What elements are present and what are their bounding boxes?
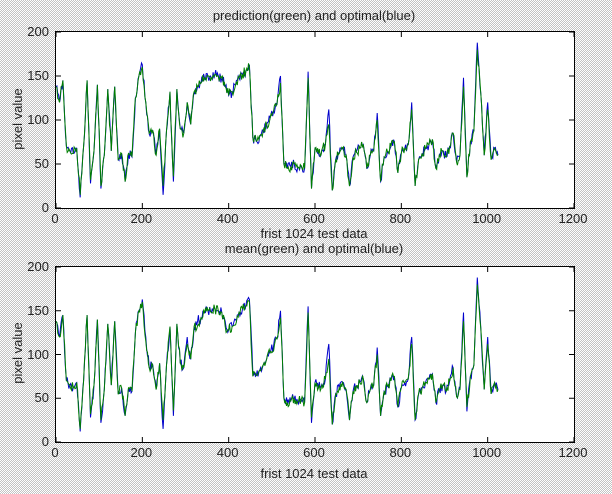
y-tick-label: 150 [27,68,49,83]
y-tick-label: 0 [41,200,49,215]
optimal-series-line [56,277,499,432]
top-plot-xlabel: frist 1024 test data [260,226,368,241]
y-tick-label: 100 [27,112,49,127]
x-tick-label: 1200 [558,211,588,226]
mean-series-line [56,284,499,429]
y-tick-label: 0 [41,434,49,449]
x-tick-label: 800 [389,445,412,460]
x-tick-label: 1200 [558,445,588,460]
x-tick-label: 0 [51,211,59,226]
optimal-series-line [56,42,499,198]
y-tick-label: 200 [27,259,49,274]
x-tick-label: 200 [130,211,153,226]
x-tick-label: 800 [389,211,412,226]
y-tick-label: 100 [27,346,49,362]
bottom-plot-ytick-labels: 0 50 100 150 200 [5,0,49,494]
bottom-plot-svg [56,267,574,442]
top-plot-xtick-labels: 0 200 400 600 800 1000 1200 [51,211,587,227]
bottom-plot-xtick-labels: 0 200 400 600 800 1000 1200 [51,445,587,461]
y-tick-label: 50 [34,156,49,171]
y-tick-label: 200 [27,24,49,39]
x-tick-label: 400 [216,445,239,460]
y-tick-label: 50 [34,390,49,406]
bottom-plot-title: mean(green) and optimal(blue) [224,241,404,256]
x-tick-label: 1000 [472,211,502,226]
bottom-plot-xlabel: frist 1024 test data [260,466,368,481]
x-tick-label: 1000 [472,445,502,460]
x-tick-label: 200 [130,445,153,460]
top-plot-svg [56,32,574,208]
top-plot-title: prediction(green) and optimal(blue) [212,8,416,23]
top-plot-axes [55,31,575,209]
x-tick-label: 600 [303,211,325,226]
top-plot-ytick-labels: 0 50 100 150 200 [5,0,49,250]
y-tick-label: 150 [27,302,49,318]
x-tick-label: 400 [216,211,239,226]
x-tick-label: 0 [51,445,59,460]
bottom-plot-axes [55,266,575,443]
prediction-series-line [56,49,499,195]
x-tick-label: 600 [303,445,325,460]
